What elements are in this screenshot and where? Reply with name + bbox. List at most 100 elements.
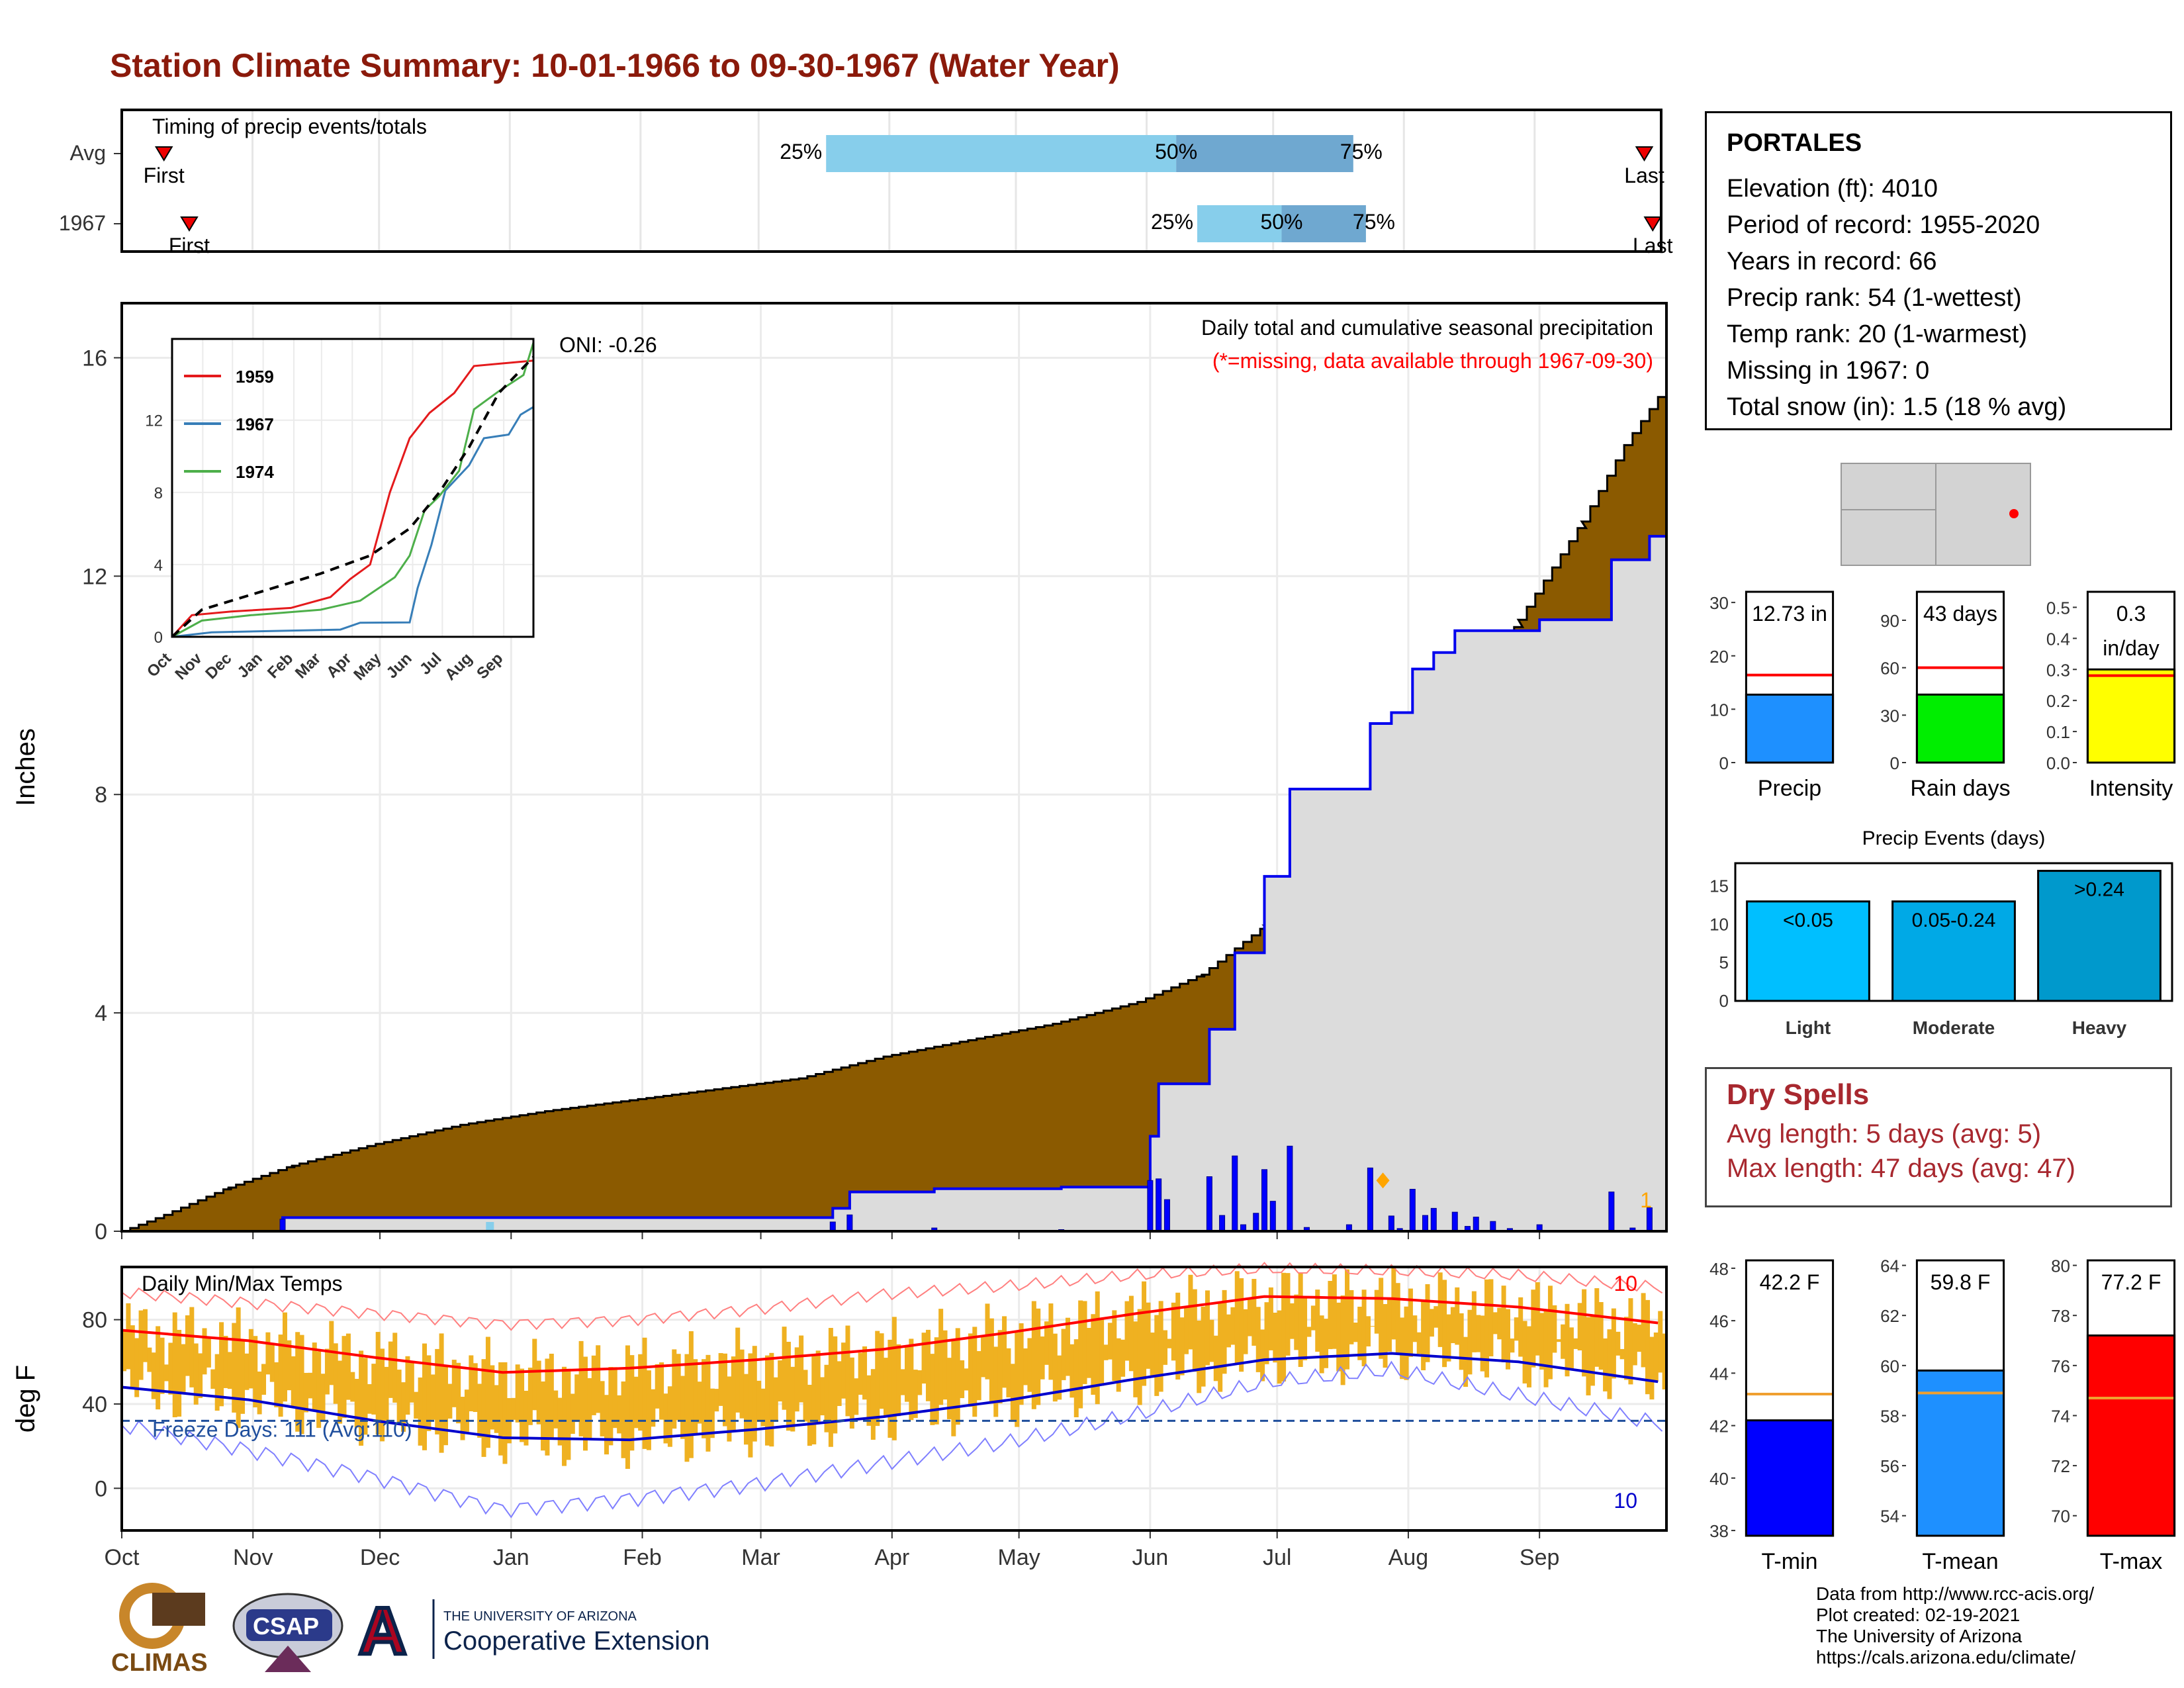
daily-temp-bar: [1082, 1301, 1087, 1384]
daily-temp-bar: [1607, 1329, 1612, 1399]
daily-temp-bar: [168, 1342, 173, 1395]
daily-temp-bar: [363, 1358, 368, 1435]
daily-temp-bar: [731, 1356, 736, 1431]
daily-temp-bar: [1552, 1305, 1557, 1353]
month-label: Jul: [1263, 1545, 1291, 1570]
footer-line: Data from http://www.rcc-acis.org/: [1816, 1583, 2095, 1604]
daily-temp-bar: [879, 1333, 884, 1409]
record-high-count: 10: [1614, 1272, 1637, 1295]
daily-temp-bar: [1459, 1313, 1464, 1370]
daily-temp-bar: [1340, 1295, 1345, 1385]
daily-temp-bar: [803, 1370, 808, 1422]
summary-ytick-label: 80: [2051, 1256, 2070, 1276]
daily-precip-bar: [279, 1219, 286, 1232]
daily-temp-bar: [1383, 1303, 1388, 1368]
summary-ytick-label: 40: [1709, 1469, 1729, 1489]
daily-temp-bar: [392, 1333, 398, 1403]
daily-temp-bar: [1577, 1303, 1582, 1351]
daily-temp-bar: [955, 1328, 960, 1425]
daily-temp-bar: [1099, 1317, 1105, 1386]
daily-temp-bar: [752, 1346, 757, 1442]
daily-temp-bar: [1467, 1309, 1473, 1375]
timing-pct-label: 25%: [780, 140, 822, 164]
page-title: Station Climate Summary: 10-01-1966 to 0…: [110, 47, 1120, 84]
daily-temp-bar: [481, 1359, 486, 1457]
summary-ytick-label: 0.3: [2046, 660, 2070, 680]
daily-temp-bar: [177, 1329, 182, 1417]
daily-temp-bar: [837, 1361, 842, 1406]
daily-temp-bar: [240, 1340, 246, 1414]
daily-temp-bar: [1281, 1272, 1287, 1382]
daily-temp-bar: [1175, 1292, 1181, 1380]
daily-temp-bar: [494, 1385, 499, 1433]
daily-temp-bar: [1255, 1307, 1261, 1372]
daily-temp-bar: [1260, 1329, 1265, 1382]
events-ytick-label: 15: [1709, 876, 1729, 896]
inset-legend-label: 1967: [236, 414, 274, 434]
daily-temp-bar: [858, 1352, 863, 1395]
event-bar: [1746, 900, 1870, 1002]
daily-temp-bar: [989, 1318, 994, 1404]
daily-temp-bar: [1277, 1310, 1282, 1384]
daily-temp-bar: [1036, 1308, 1041, 1405]
daily-temp-bar: [1023, 1348, 1028, 1385]
daily-temp-bar: [1539, 1313, 1545, 1370]
daily-precip-bar: [829, 1221, 836, 1232]
daily-temp-bar: [1120, 1339, 1126, 1377]
daily-temp-bar: [345, 1333, 351, 1400]
daily-temp-bar: [1387, 1298, 1392, 1352]
freeze-days-label: Freeze Days: 111 (Avg:110): [152, 1417, 412, 1441]
daily-temp-bar: [210, 1369, 216, 1389]
daily-temp-bar: [278, 1335, 283, 1417]
summary-panel-label: Precip: [1758, 776, 1821, 801]
event-bar-label: 0.05-0.24: [1912, 910, 1996, 931]
inset-series-line: [171, 342, 535, 638]
daily-temp-bar: [680, 1376, 686, 1439]
daily-temp-bar: [968, 1333, 973, 1407]
daily-precip-bar: [1430, 1207, 1437, 1232]
daily-temp-bar: [1590, 1316, 1595, 1386]
daily-temp-bar: [299, 1335, 304, 1434]
daily-temp-bar: [1057, 1355, 1062, 1400]
daily-precip-bar: [1367, 1167, 1373, 1232]
daily-temp-bar: [1163, 1330, 1168, 1365]
daily-temp-bar: [295, 1332, 300, 1432]
daily-temp-bar: [1484, 1279, 1490, 1378]
daily-precip-bar: [1490, 1221, 1496, 1232]
daily-temp-bar: [287, 1340, 292, 1391]
daily-temp-bar: [1615, 1331, 1621, 1356]
daily-temp-bar: [1628, 1298, 1633, 1385]
daily-temp-bar: [473, 1363, 478, 1413]
summary-value-label: 59.8 F: [1931, 1270, 1991, 1294]
month-label: Feb: [623, 1545, 662, 1570]
daily-temp-bar: [1015, 1333, 1020, 1427]
daily-temp-bar: [811, 1355, 817, 1444]
station-info-box: PORTALES Elevation (ft): 4010 Period of …: [1705, 111, 2172, 430]
daily-temp-bar: [1150, 1333, 1155, 1378]
first-marker-icon: [180, 216, 199, 232]
precip-title: Daily total and cumulative seasonal prec…: [1201, 316, 1653, 340]
event-bar-label: <0.05: [1783, 910, 1833, 931]
footer-line: https://cals.arizona.edu/climate/: [1816, 1647, 2076, 1667]
precip-ytick-label: 4: [95, 1001, 107, 1026]
events-ytick-label: 5: [1719, 953, 1729, 972]
daily-temp-bar: [794, 1347, 799, 1412]
daily-temp-bar: [1416, 1332, 1422, 1354]
daily-temp-bar: [511, 1397, 516, 1420]
daily-temp-bar: [257, 1371, 262, 1415]
daily-temp-bar: [1446, 1314, 1451, 1362]
daily-temp-bar: [1116, 1338, 1121, 1392]
temp-ylabel: deg F: [11, 1365, 40, 1432]
precip-panel-border: [120, 302, 1668, 1233]
daily-temp-bar: [1611, 1308, 1616, 1379]
inset-border: [171, 338, 535, 638]
timing-bar-50-75: [1281, 205, 1366, 242]
daily-temp-bar: [909, 1338, 914, 1421]
daily-temp-bar: [1137, 1309, 1142, 1405]
oni-label: ONI: -0.26: [559, 333, 657, 357]
daily-temp-bar: [1234, 1271, 1240, 1364]
daily-temp-bar: [625, 1345, 630, 1469]
daily-temp-bar: [354, 1378, 359, 1428]
daily-temp-bar: [591, 1355, 596, 1415]
summary-bar-frame: [1745, 590, 1835, 764]
